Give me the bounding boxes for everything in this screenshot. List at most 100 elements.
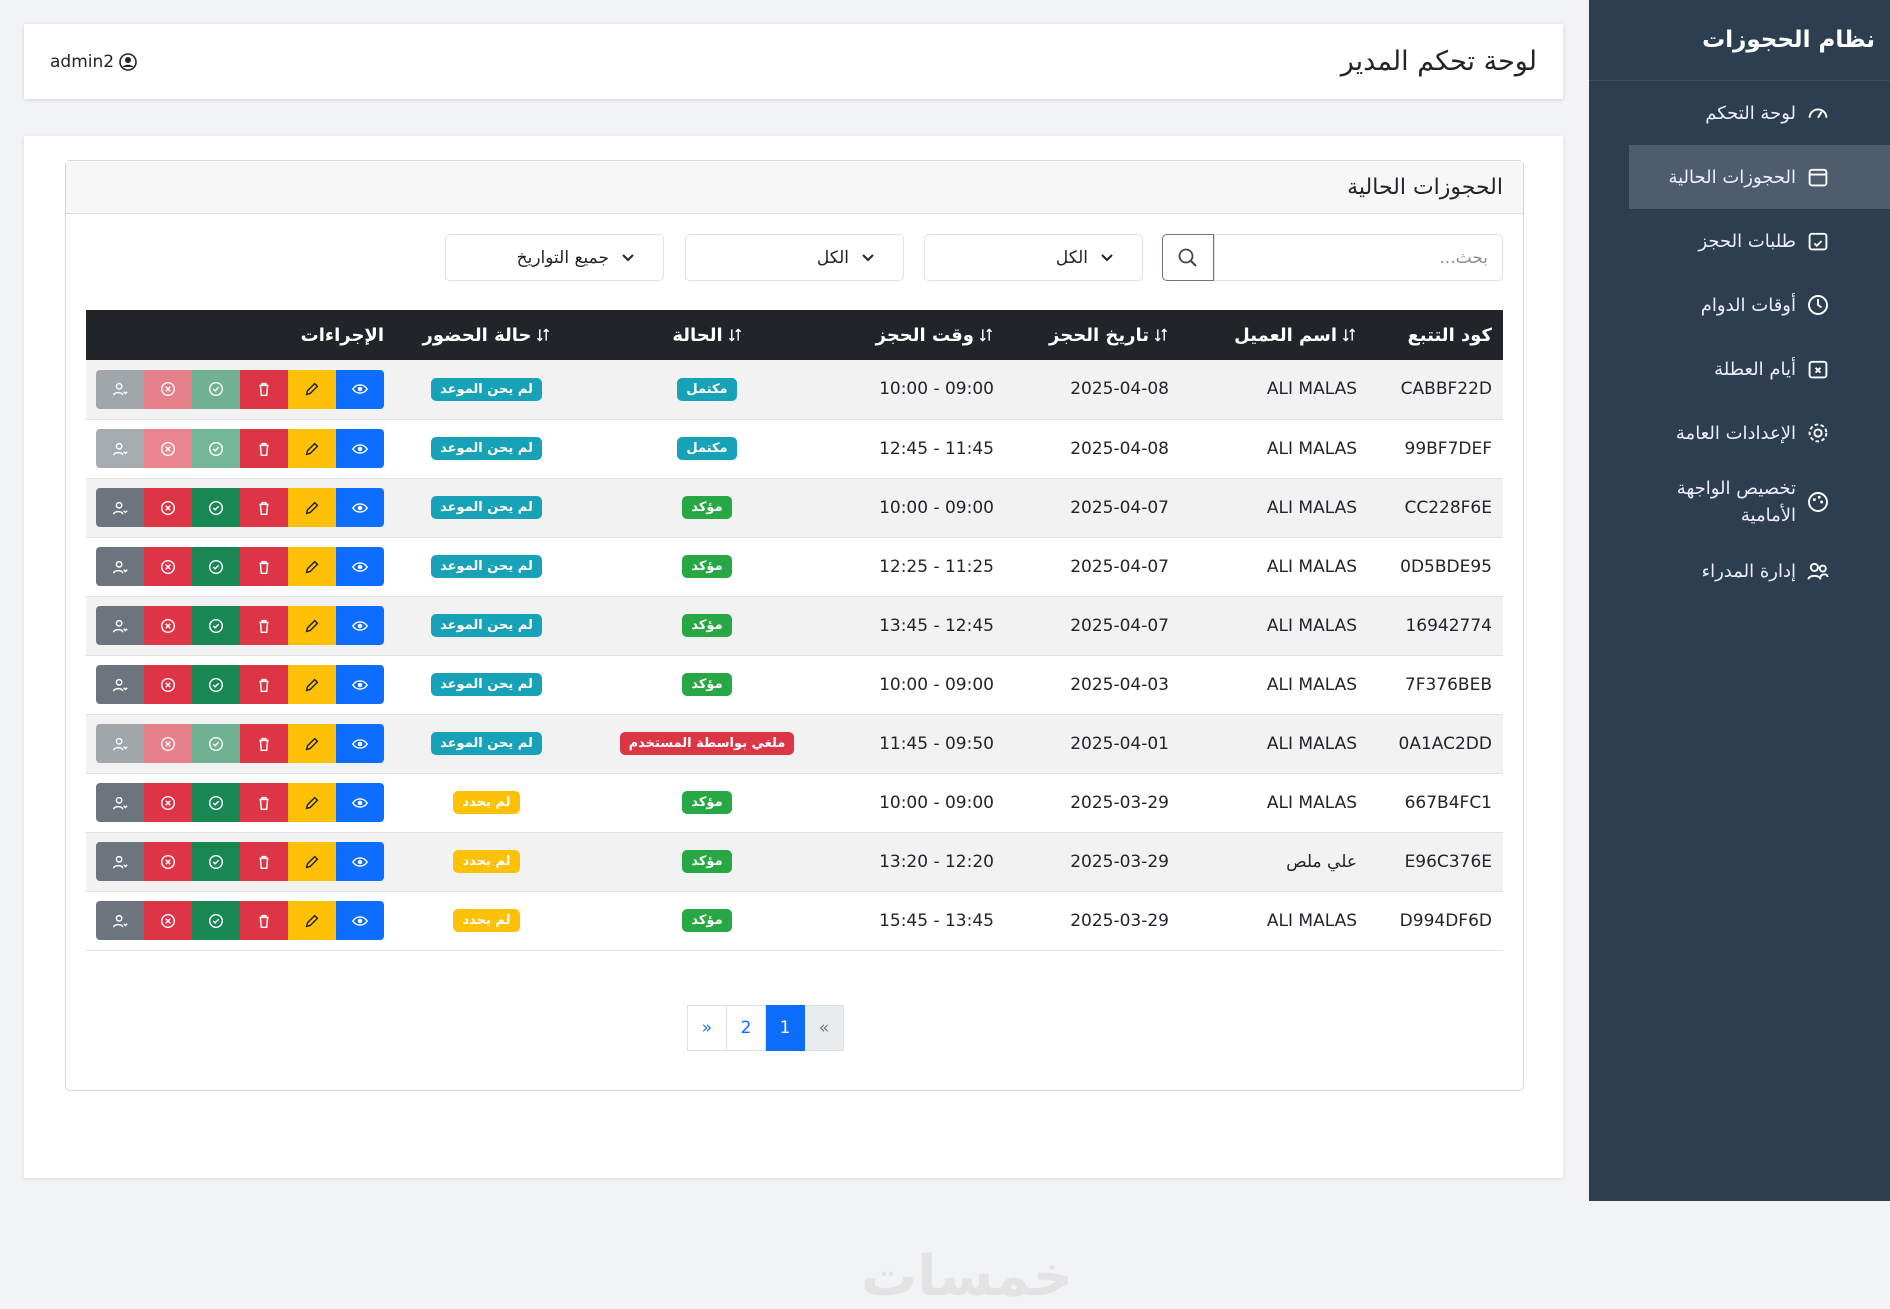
view-button[interactable]	[336, 429, 384, 468]
attendance-button[interactable]	[96, 842, 144, 881]
attendance-button[interactable]	[96, 429, 144, 468]
delete-button[interactable]	[240, 783, 288, 822]
attendance-button[interactable]	[96, 488, 144, 527]
delete-button[interactable]	[240, 606, 288, 645]
view-button[interactable]	[336, 724, 384, 763]
status-badge: مؤكد	[682, 791, 732, 814]
edit-button[interactable]	[288, 547, 336, 586]
cell-status: مكتمل	[554, 360, 860, 420]
cell-time: 10:00 - 09:00	[860, 478, 999, 538]
edit-button[interactable]	[288, 606, 336, 645]
edit-button[interactable]	[288, 724, 336, 763]
confirm-button[interactable]	[192, 369, 240, 409]
delete-button[interactable]	[240, 488, 288, 527]
view-button[interactable]	[336, 665, 384, 704]
confirm-button[interactable]	[192, 665, 240, 704]
cancel-button[interactable]	[144, 724, 192, 763]
column-header[interactable]: اسم العميل	[1175, 310, 1362, 360]
cell-time: 13:20 - 12:20	[860, 832, 999, 892]
next-page[interactable]: «	[687, 1005, 727, 1051]
cell-actions	[86, 537, 419, 597]
confirm-button[interactable]	[192, 429, 240, 468]
prev-page[interactable]: »	[804, 1005, 844, 1051]
side-menu-item[interactable]: طلبات الحجز	[1629, 209, 1890, 273]
page-link[interactable]: 2	[726, 1005, 766, 1051]
delete-button[interactable]	[240, 665, 288, 704]
cell-time: 10:00 - 09:00	[860, 360, 999, 420]
column-header[interactable]: حالة الحضور	[419, 310, 554, 360]
delete-button[interactable]	[240, 429, 288, 468]
edit-button[interactable]	[288, 429, 336, 468]
edit-button[interactable]	[288, 665, 336, 704]
time: 12:45 - 11:45	[879, 438, 994, 459]
user-menu[interactable]: admin2	[50, 52, 138, 72]
edit-button[interactable]	[288, 842, 336, 881]
icon	[112, 914, 128, 928]
view-button[interactable]	[336, 547, 384, 586]
confirm-button[interactable]	[192, 606, 240, 645]
side-menu-item[interactable]: إدارة المدراء	[1629, 539, 1890, 603]
side-menu-item[interactable]: أوقات الدوام	[1629, 273, 1890, 337]
edit-button[interactable]	[288, 488, 336, 527]
code: 16942774	[1405, 615, 1492, 636]
edit-button[interactable]	[288, 901, 336, 940]
icon	[537, 327, 550, 342]
delete-button[interactable]	[240, 369, 288, 409]
column-header[interactable]: الحالة	[554, 310, 860, 360]
cancel-button[interactable]	[144, 547, 192, 586]
side-menu-item[interactable]: الحجوزات الحالية	[1629, 145, 1890, 209]
confirm-button[interactable]	[192, 783, 240, 822]
delete-button[interactable]	[240, 724, 288, 763]
status-filter[interactable]: الكل	[924, 234, 1143, 281]
cell-date: 2025-04-07	[999, 478, 1175, 538]
cancel-button[interactable]	[144, 665, 192, 704]
search-input[interactable]: بحث...	[1214, 234, 1503, 281]
delete-button[interactable]	[240, 901, 288, 940]
attendance-button[interactable]	[96, 724, 144, 763]
attendance-button[interactable]	[96, 369, 144, 409]
view-button[interactable]	[336, 901, 384, 940]
column-header[interactable]: تاريخ الحجز	[999, 310, 1175, 360]
attendance-button[interactable]	[96, 901, 144, 940]
cancel-button[interactable]	[144, 488, 192, 527]
attendance-button[interactable]	[96, 665, 144, 704]
date-filter[interactable]: جميع التواريخ	[445, 234, 664, 281]
cell-attendance: لم يحدد	[419, 773, 554, 833]
icon	[208, 441, 224, 456]
side-menu-item[interactable]: تخصيص الواجهة الأمامية	[1629, 465, 1890, 539]
view-button[interactable]	[336, 842, 384, 881]
icon	[1808, 295, 1828, 315]
delete-button[interactable]	[240, 547, 288, 586]
confirm-button[interactable]	[192, 842, 240, 881]
side-menu-item[interactable]: لوحة التحكم	[1629, 81, 1890, 145]
view-button[interactable]	[336, 488, 384, 527]
attendance-button[interactable]	[96, 606, 144, 645]
side-menu-item[interactable]: أيام العطلة	[1629, 337, 1890, 401]
column-header[interactable]: وقت الحجز	[860, 310, 999, 360]
confirm-button[interactable]	[192, 724, 240, 763]
cancel-button[interactable]	[144, 429, 192, 468]
confirm-button[interactable]	[192, 901, 240, 940]
side-menu-item[interactable]: الإعدادات العامة	[1629, 401, 1890, 465]
view-button[interactable]	[336, 369, 384, 409]
edit-button[interactable]	[288, 783, 336, 822]
cancel-button[interactable]	[144, 901, 192, 940]
time: 10:00 - 09:00	[879, 497, 994, 518]
view-button[interactable]	[336, 783, 384, 822]
confirm-button[interactable]	[192, 547, 240, 586]
attendance-button[interactable]	[96, 783, 144, 822]
attendance-button[interactable]	[96, 547, 144, 586]
confirm-button[interactable]	[192, 488, 240, 527]
page-link[interactable]: 1	[765, 1005, 805, 1051]
view-button[interactable]	[336, 606, 384, 645]
delete-button[interactable]	[240, 842, 288, 881]
search-button[interactable]	[1162, 234, 1214, 281]
cancel-button[interactable]	[144, 842, 192, 881]
cancel-button[interactable]	[144, 369, 192, 409]
cell-code: 0D5BDE95	[1362, 537, 1503, 597]
edit-button[interactable]	[288, 369, 336, 409]
cancel-button[interactable]	[144, 606, 192, 645]
cell-time: 12:25 - 11:25	[860, 537, 999, 597]
cancel-button[interactable]	[144, 783, 192, 822]
attendance-filter[interactable]: الكل	[685, 234, 904, 281]
